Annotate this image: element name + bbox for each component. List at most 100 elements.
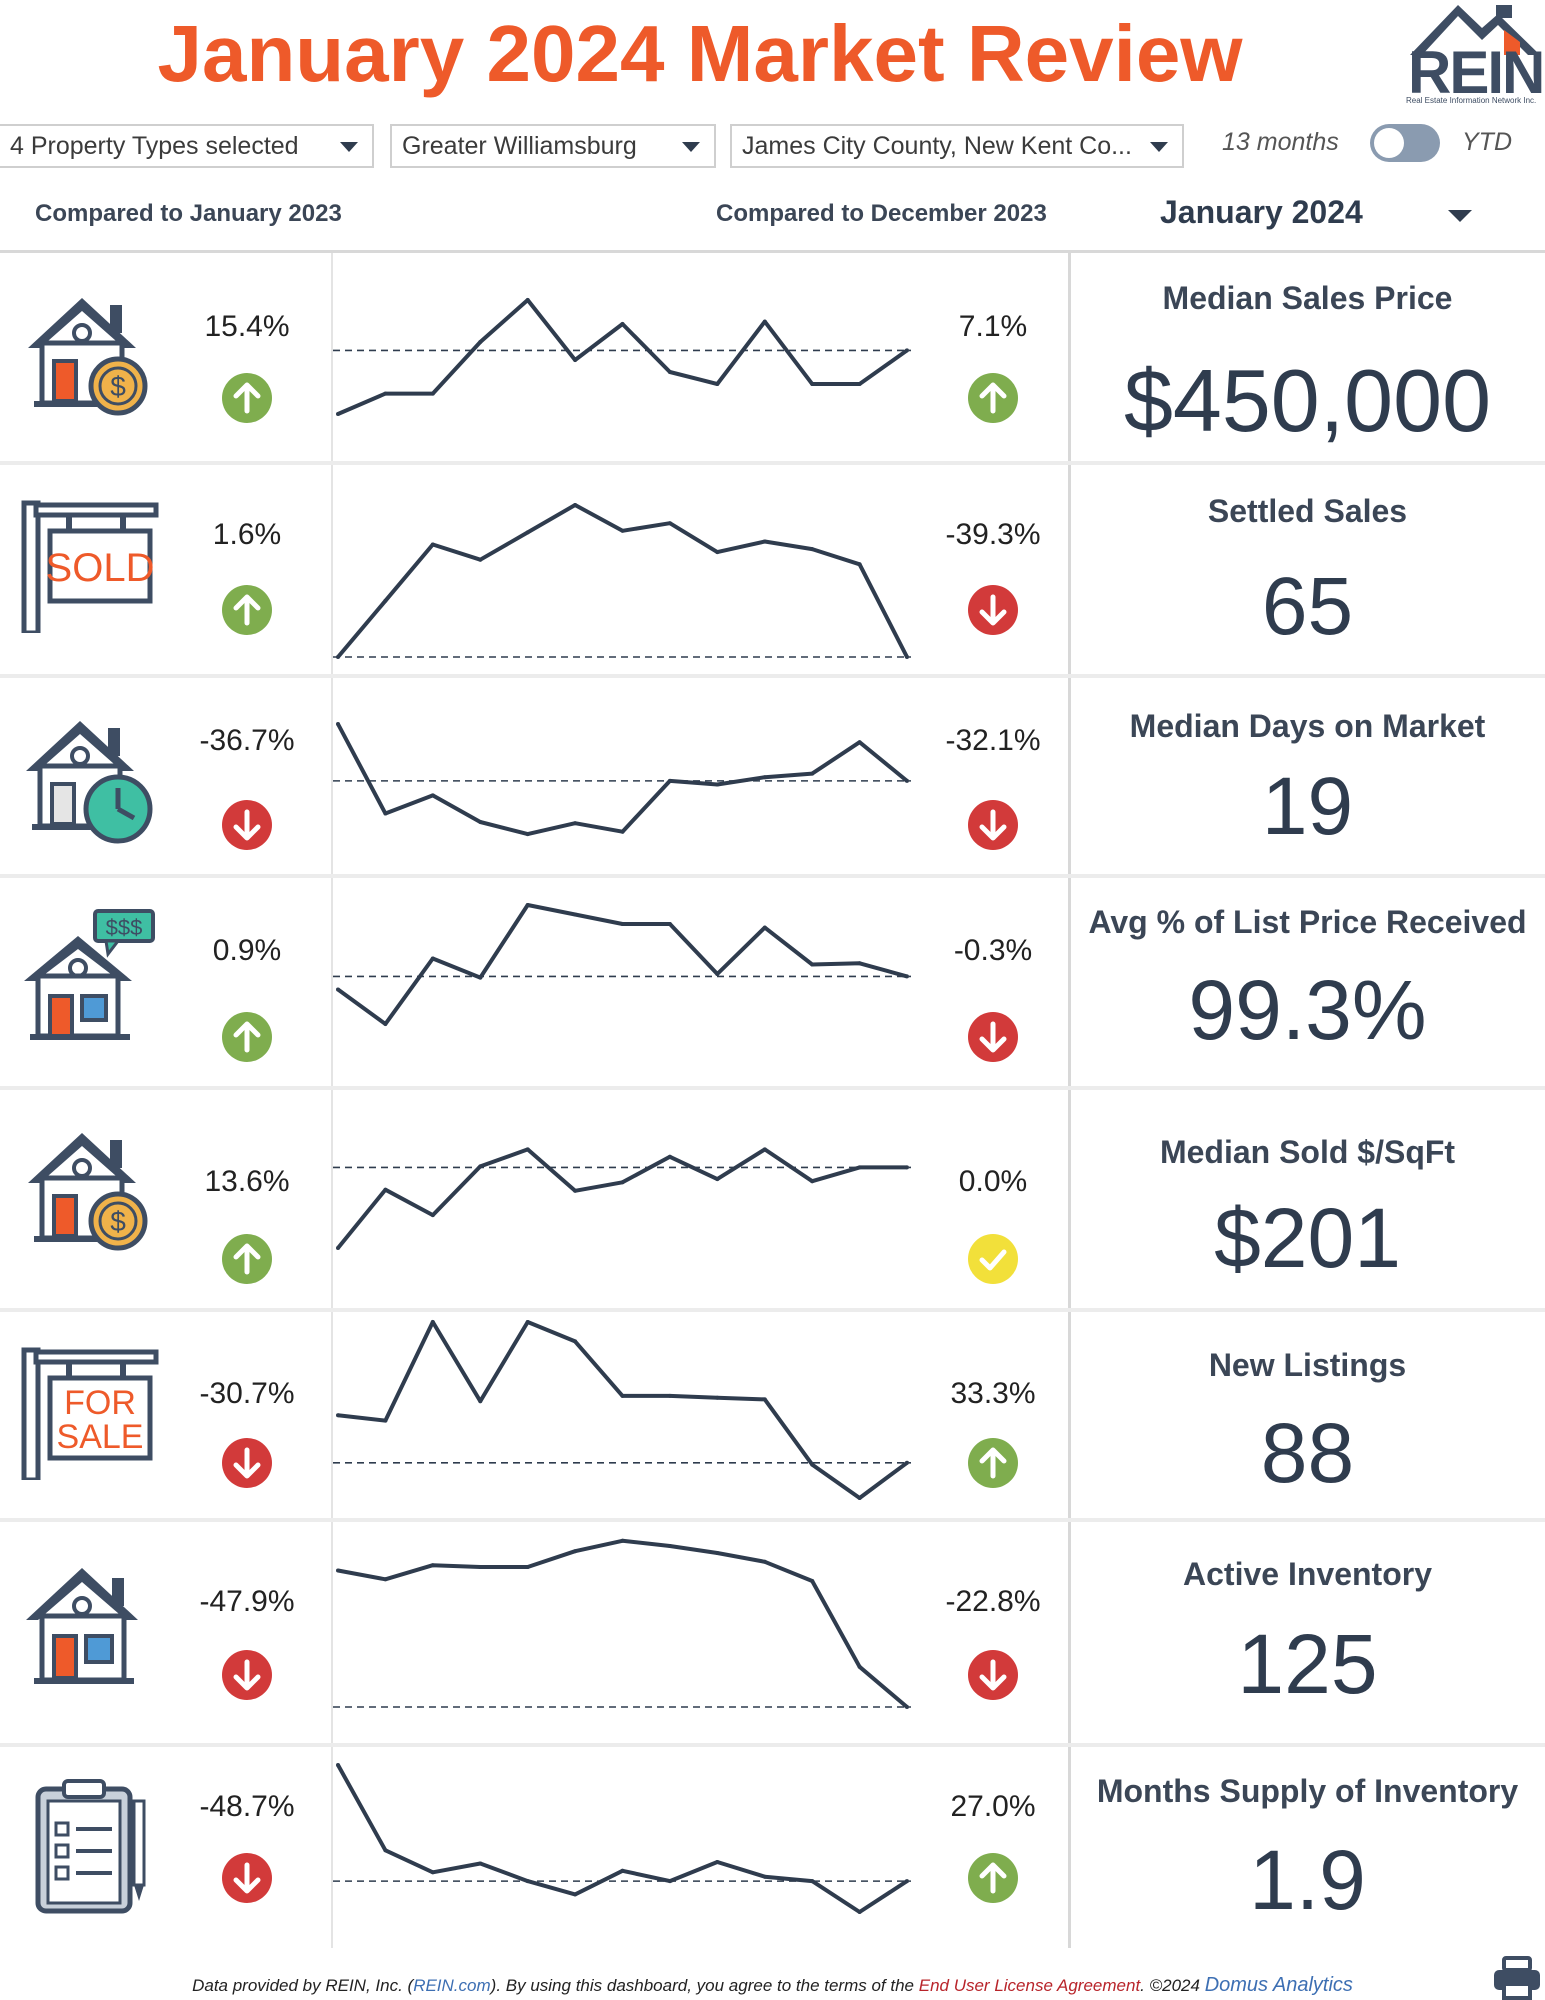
- arrow-down-icon: [968, 800, 1018, 850]
- data-point: [667, 1154, 672, 1159]
- data-point: [762, 775, 767, 780]
- data-point: [857, 740, 862, 745]
- arrow-down-icon: [968, 1012, 1018, 1062]
- sparkline-settled-sales: [333, 503, 911, 659]
- region-dropdown[interactable]: Greater Williamsburg: [390, 124, 716, 168]
- data-point: [336, 1568, 340, 1573]
- arrow-up-icon: [968, 1438, 1018, 1488]
- data-point: [715, 972, 720, 976]
- period-toggle[interactable]: [1370, 124, 1440, 162]
- data-point: [857, 1165, 862, 1170]
- sparkline-avg-of-list-price-received: [333, 903, 911, 1026]
- data-point: [620, 922, 625, 926]
- sparkline-median-sold-sqft: [333, 1147, 911, 1250]
- data-point: [525, 903, 530, 907]
- clipboard-checklist-icon: [20, 1775, 170, 1925]
- page-title: January 2024 Market Review: [157, 9, 1243, 98]
- data-point: [810, 1462, 815, 1467]
- metric-value: $450,000: [1123, 351, 1492, 450]
- data-point: [383, 1577, 388, 1582]
- sparkline-median-sales-price: [333, 298, 911, 416]
- data-point: [525, 298, 530, 302]
- data-point: [383, 1022, 388, 1026]
- chevron-down-icon: [1448, 210, 1472, 222]
- row-divider: [0, 1518, 1545, 1522]
- yoy-change: 1.6%: [212, 518, 282, 551]
- metric-value: 19: [1261, 761, 1354, 852]
- arrow-up-icon: [222, 1012, 272, 1062]
- data-point: [715, 1177, 720, 1182]
- trend-line: [337, 1320, 909, 1500]
- data-point: [620, 1180, 625, 1185]
- data-point: [336, 722, 340, 726]
- data-point: [525, 1879, 530, 1884]
- data-point: [715, 1551, 720, 1555]
- data-point: [810, 1879, 815, 1884]
- data-point: [620, 1538, 625, 1543]
- arrow-up-icon: [968, 373, 1018, 423]
- data-point: [857, 1496, 862, 1500]
- data-point: [525, 1565, 530, 1569]
- yoy-change: -47.9%: [199, 1585, 295, 1618]
- data-point: [857, 1910, 862, 1914]
- yoy-change: -48.7%: [199, 1790, 295, 1823]
- row-divider: [0, 874, 1545, 878]
- data-point: [336, 412, 340, 416]
- trend-line: [337, 1538, 909, 1709]
- data-point: [905, 974, 909, 979]
- data-point: [715, 1395, 720, 1400]
- compare-month-label: Compared to December 2023: [716, 200, 1047, 227]
- sold-sign-icon: SOLD: [20, 493, 170, 643]
- column-divider: [1068, 253, 1071, 1948]
- data-point: [905, 778, 909, 783]
- data-point: [762, 1874, 767, 1879]
- data-point: [525, 530, 530, 535]
- data-point: [573, 503, 578, 507]
- data-point: [810, 547, 815, 552]
- printer-icon[interactable]: [1492, 1956, 1542, 2000]
- data-point: [430, 391, 435, 396]
- rein-link[interactable]: REIN.com: [413, 1976, 491, 1995]
- mom-change: 7.1%: [958, 310, 1028, 343]
- month-dropdown-label: January 2024: [1160, 194, 1363, 230]
- data-point: [810, 1179, 815, 1184]
- column-divider: [331, 253, 333, 1948]
- data-point: [336, 1413, 340, 1418]
- data-point: [430, 956, 435, 961]
- trend-line: [336, 1764, 909, 1914]
- svg-text:SALE: SALE: [57, 1418, 144, 1456]
- data-point: [430, 1870, 435, 1875]
- counties-dropdown[interactable]: James City County, New Kent Co...: [730, 124, 1184, 168]
- data-point: [667, 1393, 672, 1398]
- eula-link[interactable]: End User License Agreement: [918, 1976, 1141, 1995]
- data-point: [762, 319, 767, 324]
- footer-copyright: . ©2024: [1140, 1976, 1205, 1995]
- arrow-down-icon: [222, 800, 272, 850]
- rein-logo: REIN Real Estate Information Network Inc…: [1400, 0, 1545, 108]
- chevron-down-icon: [682, 142, 700, 152]
- data-point: [430, 542, 435, 547]
- data-point: [620, 528, 625, 533]
- data-point: [857, 1664, 862, 1669]
- data-point: [715, 1860, 720, 1864]
- domus-analytics-link[interactable]: Domus Analytics: [1204, 1974, 1353, 1996]
- data-point: [430, 1320, 435, 1324]
- property-types-dropdown[interactable]: 4 Property Types selected: [0, 124, 374, 168]
- arrow-down-icon: [222, 1438, 272, 1488]
- metric-value: $201: [1214, 1191, 1401, 1285]
- data-point: [762, 539, 767, 544]
- data-point: [573, 1549, 578, 1554]
- data-point: [905, 1460, 909, 1465]
- trend-line: [337, 298, 909, 416]
- row-divider: [0, 1086, 1545, 1090]
- data-point: [667, 778, 672, 783]
- footer: Data provided by REIN, Inc. (REIN.com). …: [0, 1974, 1545, 1997]
- data-point: [762, 925, 767, 930]
- data-point: [383, 1418, 388, 1423]
- data-point: [667, 521, 672, 526]
- data-point: [620, 1393, 625, 1398]
- trend-line: [336, 723, 909, 837]
- month-dropdown[interactable]: January 2024: [1160, 194, 1510, 238]
- data-point: [478, 820, 483, 824]
- data-point: [620, 322, 625, 326]
